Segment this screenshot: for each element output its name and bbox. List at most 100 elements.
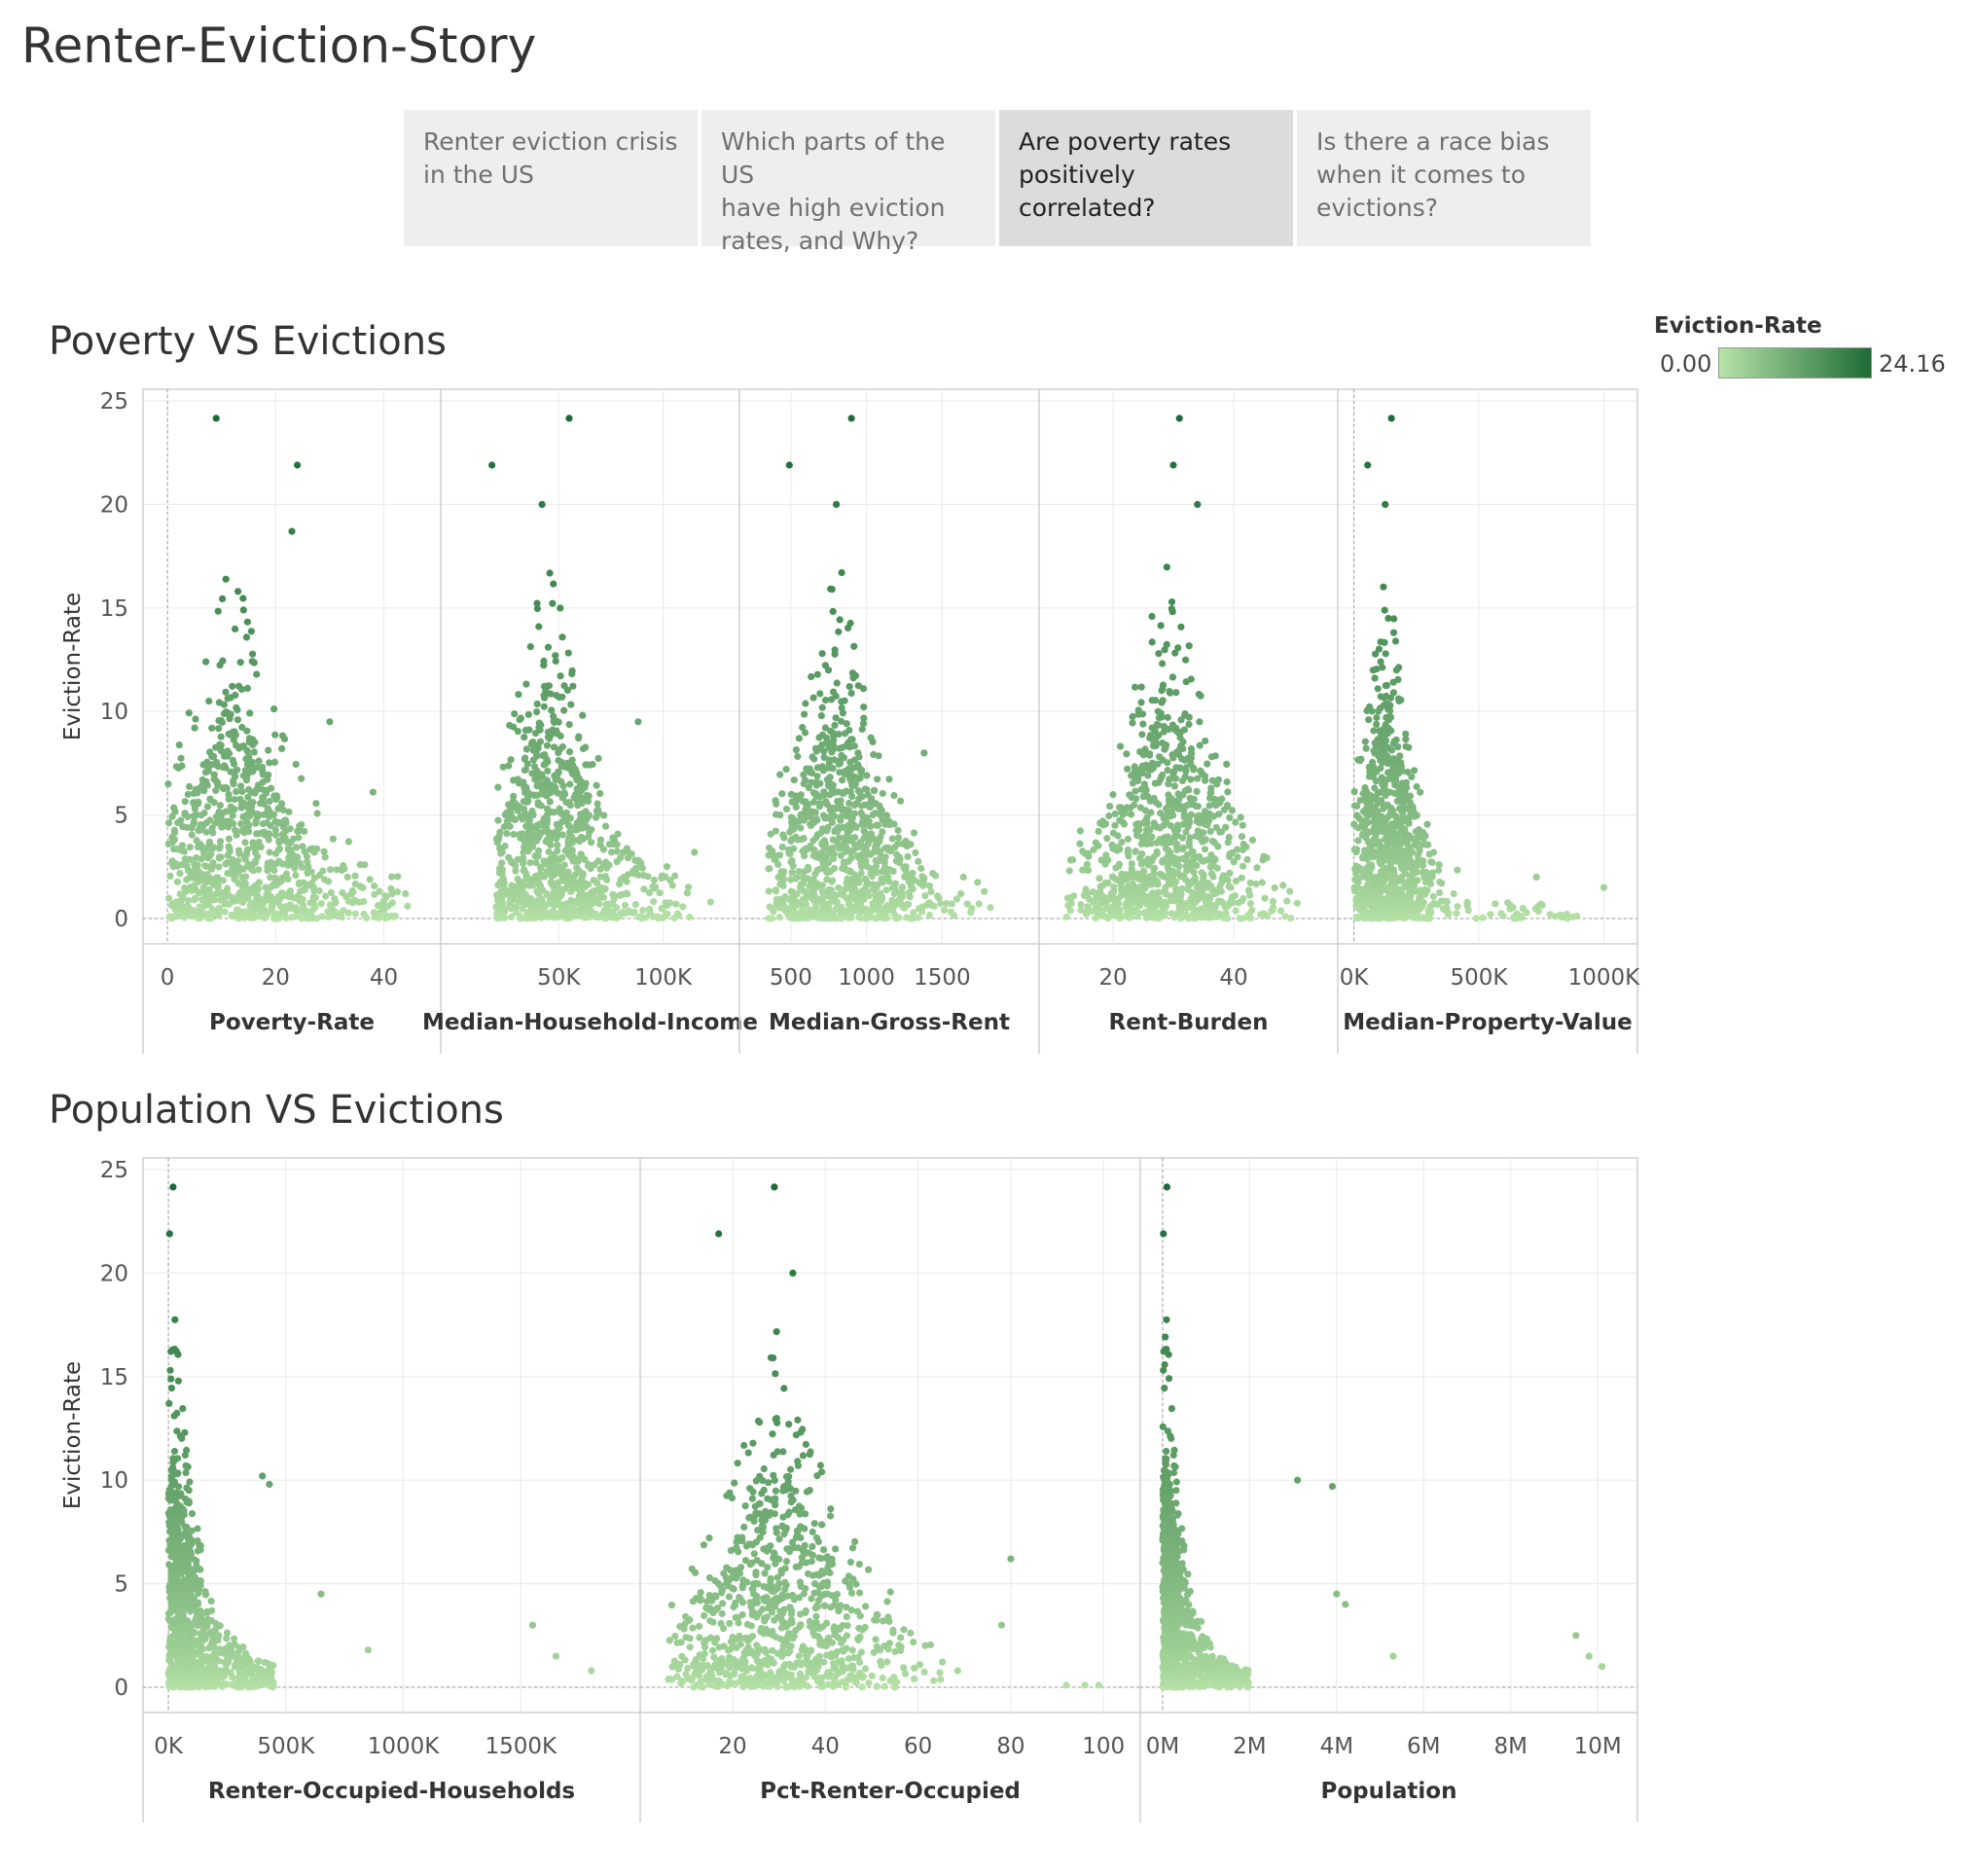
data-point bbox=[178, 860, 186, 869]
data-point bbox=[1077, 901, 1085, 909]
data-point bbox=[809, 694, 817, 702]
data-point bbox=[540, 703, 548, 710]
tab-label: Are poverty rates positively correlated? bbox=[1019, 127, 1232, 222]
data-point bbox=[836, 769, 844, 776]
data-point bbox=[234, 906, 241, 914]
data-point bbox=[1384, 614, 1392, 623]
data-point bbox=[820, 837, 829, 845]
data-point bbox=[1381, 606, 1388, 614]
data-point bbox=[613, 848, 621, 855]
data-point bbox=[882, 812, 891, 819]
data-point bbox=[549, 726, 557, 734]
data-point bbox=[360, 897, 368, 906]
x-tick-label: 1000 bbox=[838, 965, 895, 991]
data-point bbox=[871, 786, 879, 795]
data-point bbox=[1246, 900, 1254, 908]
tab-renter-eviction-crisis[interactable]: Renter eviction crisis in the US bbox=[404, 110, 698, 246]
data-point bbox=[1283, 897, 1291, 905]
data-point bbox=[1369, 758, 1377, 767]
data-point bbox=[1207, 784, 1215, 792]
data-point bbox=[860, 704, 868, 711]
data-point bbox=[915, 914, 922, 921]
data-point bbox=[1269, 904, 1277, 912]
data-point bbox=[404, 902, 412, 910]
data-point bbox=[664, 910, 671, 918]
data-point bbox=[546, 798, 554, 806]
data-point bbox=[264, 805, 271, 812]
data-point bbox=[318, 913, 326, 920]
data-point bbox=[1128, 860, 1135, 868]
data-point bbox=[524, 710, 532, 718]
data-point bbox=[1413, 782, 1420, 791]
data-point bbox=[829, 877, 837, 884]
data-point bbox=[841, 697, 848, 704]
data-point bbox=[1208, 776, 1216, 784]
data-point bbox=[588, 1667, 595, 1675]
data-point bbox=[545, 900, 553, 908]
data-point bbox=[554, 842, 561, 849]
data-point bbox=[1271, 884, 1278, 892]
data-point bbox=[565, 415, 573, 422]
data-point bbox=[873, 862, 881, 870]
data-point bbox=[266, 759, 273, 767]
data-point bbox=[250, 748, 258, 756]
tab-label: Which parts of the US have high eviction… bbox=[721, 127, 946, 255]
data-point bbox=[206, 816, 214, 824]
tab-high-eviction-regions[interactable]: Which parts of the US have high eviction… bbox=[701, 110, 995, 255]
data-point bbox=[844, 875, 851, 883]
data-point bbox=[275, 857, 283, 865]
x-axis-title: Median-Household-Income bbox=[422, 1010, 758, 1035]
data-point bbox=[1353, 812, 1361, 819]
data-point bbox=[505, 815, 514, 823]
data-point bbox=[1238, 874, 1245, 882]
data-point bbox=[1472, 915, 1480, 922]
data-point bbox=[847, 854, 855, 862]
data-point bbox=[266, 848, 273, 856]
data-point bbox=[1132, 848, 1139, 855]
data-point bbox=[838, 889, 845, 898]
legend-max-label: 24.16 bbox=[1879, 350, 1946, 378]
data-point bbox=[525, 726, 533, 734]
x-tick-label: 0K bbox=[1340, 965, 1370, 991]
data-point bbox=[843, 787, 850, 795]
data-point bbox=[382, 912, 390, 920]
data-point bbox=[1082, 885, 1090, 893]
data-point bbox=[1240, 894, 1247, 903]
data-point bbox=[553, 820, 560, 828]
data-point bbox=[177, 816, 185, 824]
data-point bbox=[602, 858, 610, 866]
data-point bbox=[268, 784, 275, 792]
data-point bbox=[1207, 851, 1215, 859]
data-point bbox=[209, 859, 217, 867]
data-point bbox=[1104, 879, 1112, 887]
data-point bbox=[565, 748, 574, 756]
data-point bbox=[1109, 791, 1117, 799]
data-point bbox=[888, 835, 896, 843]
data-point bbox=[772, 811, 780, 818]
data-point bbox=[1428, 869, 1436, 877]
data-point bbox=[822, 798, 830, 806]
data-point bbox=[309, 893, 317, 901]
data-point bbox=[937, 899, 945, 908]
data-point bbox=[817, 712, 825, 720]
data-point bbox=[1197, 767, 1204, 775]
data-point bbox=[1212, 823, 1220, 832]
data-point bbox=[222, 708, 230, 716]
data-point bbox=[1108, 841, 1116, 848]
tab-poverty-correlation[interactable]: Are poverty rates positively correlated? bbox=[999, 110, 1293, 246]
data-point bbox=[175, 741, 183, 749]
data-point bbox=[1391, 637, 1400, 645]
data-point bbox=[222, 783, 230, 792]
data-point bbox=[1226, 869, 1234, 878]
data-point bbox=[505, 853, 513, 861]
tab-race-bias[interactable]: Is there a race bias when it comes to ev… bbox=[1297, 110, 1591, 246]
data-point bbox=[1201, 808, 1209, 815]
data-point bbox=[1225, 883, 1233, 890]
data-point bbox=[1129, 719, 1136, 727]
data-point bbox=[560, 788, 568, 797]
data-point bbox=[841, 806, 849, 813]
y-tick-label: 15 bbox=[100, 596, 128, 622]
data-point bbox=[816, 690, 824, 698]
